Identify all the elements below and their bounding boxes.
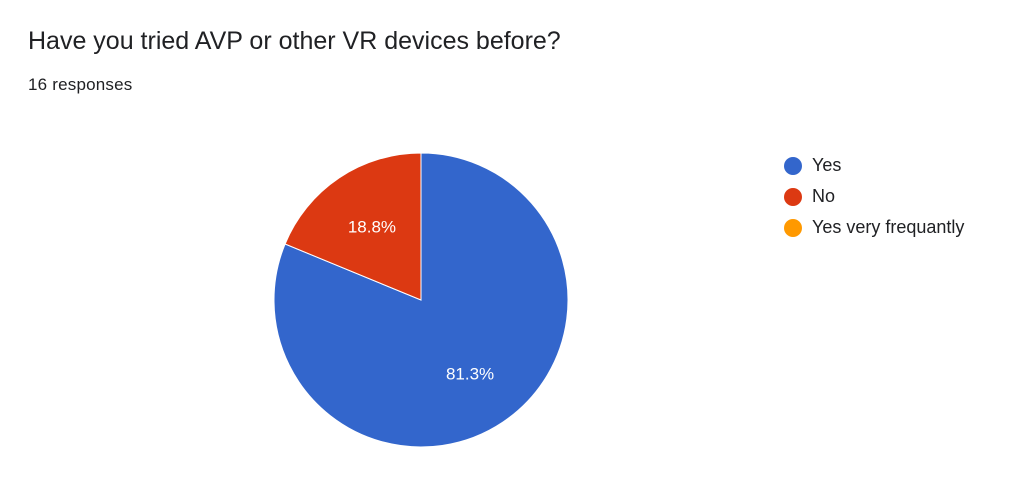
legend-label-yes-very-frequantly: Yes very frequantly bbox=[812, 217, 965, 237]
legend-item-yes[interactable]: Yes bbox=[784, 150, 964, 181]
slice-label-no: 18.8% bbox=[348, 218, 396, 237]
slice-label-yes: 81.3% bbox=[446, 364, 494, 383]
legend-swatch-yes-very-frequantly bbox=[784, 218, 802, 237]
response-count: 16 responses bbox=[28, 75, 133, 94]
legend-label-yes: Yes bbox=[812, 155, 842, 175]
legend-swatch-yes bbox=[784, 156, 802, 175]
legend-item-yes-very-frequantly[interactable]: Yes very frequantly bbox=[784, 212, 964, 243]
legend: Yes No Yes very frequantly bbox=[784, 150, 964, 243]
legend-item-no[interactable]: No bbox=[784, 181, 964, 212]
legend-label-no: No bbox=[812, 186, 836, 206]
pie-slice-no[interactable] bbox=[284, 152, 422, 301]
legend-swatch-no bbox=[784, 187, 802, 206]
chart-title: Have you tried AVP or other VR devices b… bbox=[28, 27, 561, 55]
